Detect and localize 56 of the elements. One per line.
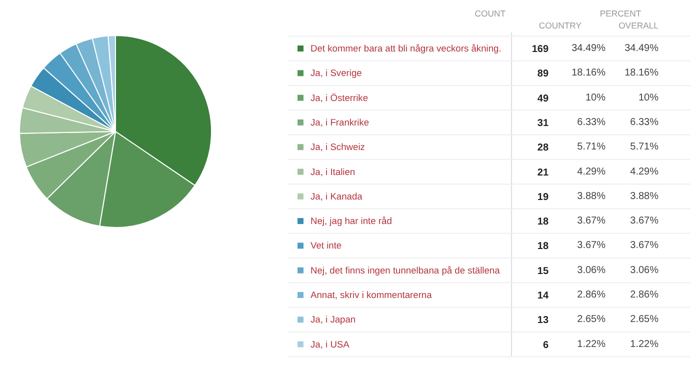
- legend-label: Nej, jag har inte råd: [310, 216, 392, 226]
- data-label: 6: [542, 340, 549, 351]
- text: 1.22%: [577, 338, 606, 350]
- text: 2.86%: [577, 290, 606, 300]
- text: 3.67%: [630, 240, 659, 252]
- legend-label: Ja, i Schweiz: [310, 142, 366, 152]
- text: 3.88%: [630, 190, 659, 202]
- text: 3.06%: [577, 264, 606, 276]
- text: 5.71%: [630, 142, 659, 153]
- legend-label: Ja, i Frankrike: [310, 117, 370, 128]
- text: 6.33%: [577, 116, 606, 128]
- legend-label: Ja, i Sverige: [310, 68, 362, 78]
- text: 2.65%: [577, 314, 606, 326]
- data-label: 18: [537, 241, 549, 252]
- legend-label: Det kommer bara att bli några veckors åkning.: [310, 44, 502, 54]
- text: 34.49%: [572, 43, 606, 54]
- data-label: 14: [537, 290, 549, 302]
- text: OVERALL: [618, 20, 659, 30]
- legend-label: Ja, i USA: [310, 339, 350, 350]
- text: 3.67%: [630, 216, 659, 227]
- data-label: 31: [537, 118, 549, 129]
- data-label: 169: [532, 44, 549, 55]
- text: 1.22%: [630, 338, 659, 350]
- text: 3.67%: [577, 240, 606, 252]
- text: 2.86%: [630, 290, 659, 300]
- text: 10%: [638, 92, 659, 104]
- data-label: 21: [537, 167, 549, 178]
- text: 4.29%: [577, 166, 606, 178]
- data-label: 28: [537, 142, 549, 154]
- text: 3.06%: [630, 264, 659, 276]
- text: 6.33%: [630, 116, 659, 128]
- data-label: 49: [537, 93, 549, 104]
- text: 3.67%: [577, 216, 606, 227]
- data-label: 18: [537, 216, 549, 228]
- text: 5.71%: [577, 142, 606, 153]
- legend-label: Annat, skriv i kommentarerna: [310, 290, 433, 300]
- data-label: 15: [537, 266, 549, 277]
- data-label: 13: [537, 315, 549, 326]
- legend-label: Vet inte: [310, 240, 342, 251]
- legend-label: Ja, i Japan: [310, 314, 356, 325]
- text: 10%: [585, 92, 606, 104]
- text: COUNT: [474, 8, 506, 18]
- text: 3.88%: [577, 190, 606, 202]
- text: 18.16%: [572, 68, 606, 79]
- data-label: 19: [537, 192, 549, 203]
- text: PERCENT: [600, 8, 642, 18]
- legend-label: Nej, det finns ingen tunnelbana på de ställena: [310, 265, 501, 276]
- text: 18.16%: [624, 68, 659, 79]
- legend-label: Ja, i Italien: [310, 166, 356, 177]
- text: 2.65%: [630, 314, 659, 326]
- text: COUNTRY: [538, 20, 582, 30]
- text: 4.29%: [630, 166, 659, 178]
- data-label: 89: [537, 68, 549, 80]
- legend-label: Ja, i Österrike: [310, 92, 368, 103]
- text: 34.49%: [624, 43, 659, 54]
- legend-label: Ja, i Kanada: [310, 191, 364, 202]
